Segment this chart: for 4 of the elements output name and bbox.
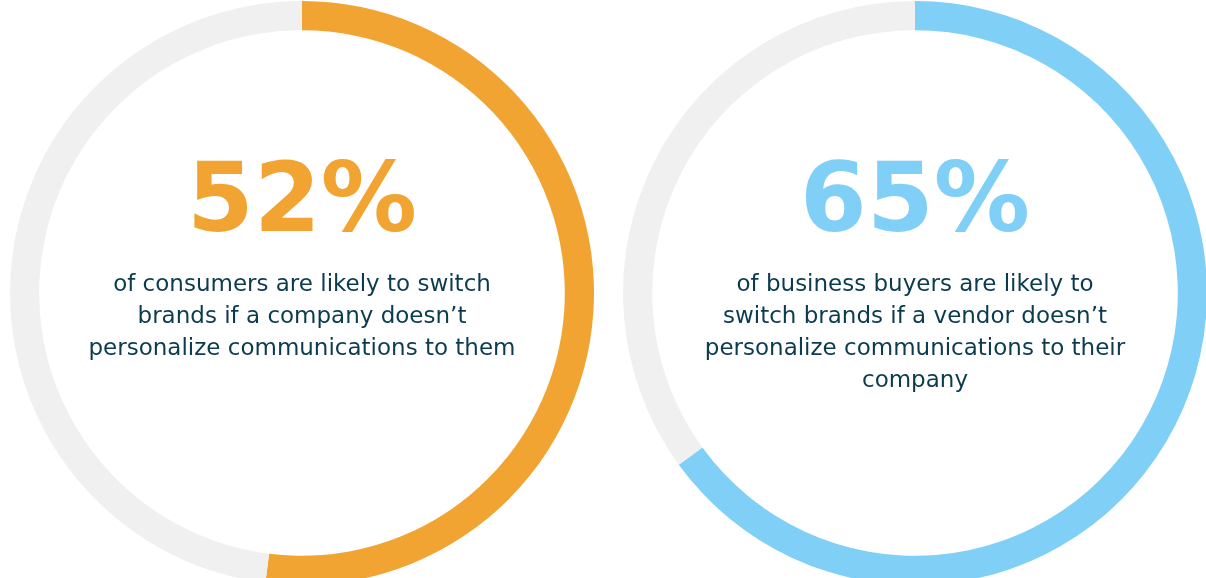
text: of consumers are likely to switch brands if a company doesn’t personalize communications to them <box>87 269 517 362</box>
data-label: 52% <box>186 142 418 254</box>
text: of business buyers are likely to switch brands if a vendor doesn’t personalize communications to their company <box>703 269 1127 394</box>
data-label: 65% <box>799 142 1031 254</box>
